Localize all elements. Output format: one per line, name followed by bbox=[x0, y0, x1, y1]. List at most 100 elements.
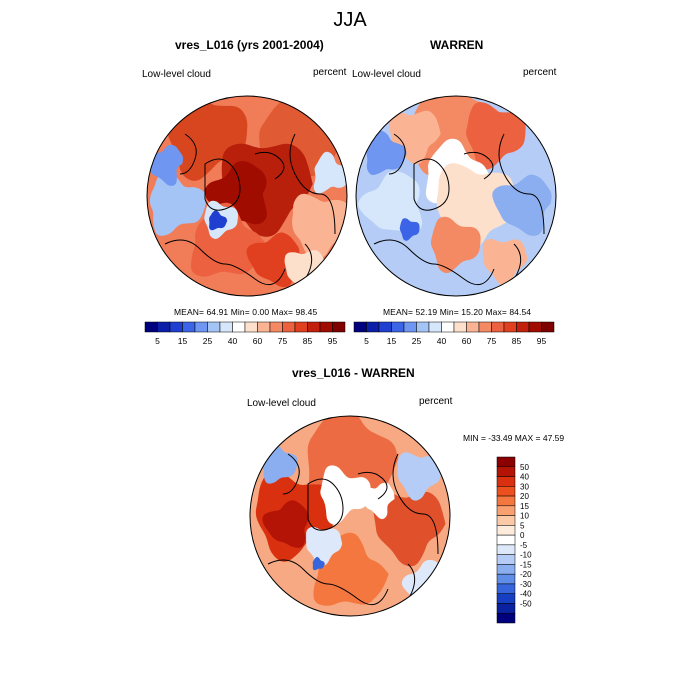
panel-3-colorbar-swatch bbox=[496, 593, 516, 604]
panel-1-colorbar-swatch bbox=[144, 321, 158, 333]
panel-2-colorbar-tick-label: 95 bbox=[537, 336, 547, 346]
panel-3-colorbar-tick-label: 50 bbox=[520, 463, 529, 472]
panel-1-map-contour-region bbox=[209, 210, 228, 231]
panel-2-colorbar-swatch bbox=[366, 321, 380, 333]
panel-3-stats: MIN = -33.49 MAX = 47.59 bbox=[463, 433, 565, 443]
panel-1-colorbar-swatch bbox=[157, 321, 171, 333]
panel-3-colorbar-swatch bbox=[496, 544, 516, 555]
panel-2-colorbar-swatch bbox=[403, 321, 417, 333]
panel-3-colorbar-tick-label: -30 bbox=[520, 580, 532, 589]
panel-3-map-coastline bbox=[307, 478, 344, 531]
panel-3-colorbar-tick-label: 10 bbox=[520, 512, 529, 521]
panel-3-colorbar-swatch bbox=[496, 534, 516, 546]
panel-3-map-contour-region bbox=[320, 465, 371, 525]
panel-3-colorbar-swatch bbox=[496, 603, 516, 614]
panel-3-map-coastline bbox=[392, 453, 439, 555]
panel-1-map-contour-region bbox=[284, 250, 327, 294]
panel-3-colorbar-tick-label: -10 bbox=[520, 551, 532, 560]
panel-2-map-contour-region bbox=[466, 102, 526, 170]
panel-3-colorbar-tick-label: 15 bbox=[520, 502, 529, 511]
panel-3-polar-map bbox=[249, 415, 451, 617]
panel-3-colorbar-tick-label: -5 bbox=[520, 541, 528, 550]
panel-3-colorbar-swatch bbox=[496, 456, 516, 468]
panel-1-colorbar-tick-label: 40 bbox=[228, 336, 238, 346]
panel-3-map-contour-region bbox=[397, 452, 442, 501]
panel-3-colorbar-swatch bbox=[496, 573, 516, 585]
panel-1-colorbar-swatch bbox=[307, 321, 321, 333]
panel-1-colorbar-swatch bbox=[282, 321, 296, 333]
panel-3-map-contour-region bbox=[312, 556, 325, 571]
panel-3-colorbar-swatch bbox=[496, 554, 516, 565]
panel-1-colorbar-tick-label: 15 bbox=[178, 336, 188, 346]
panel-2-colorbar-swatch bbox=[503, 321, 517, 333]
panel-1-colorbar-swatch bbox=[294, 321, 308, 333]
panel-3-colorbar-tick-label: -50 bbox=[520, 599, 532, 608]
panel-1-polar-map bbox=[146, 95, 348, 297]
panel-2-colorbar-swatch bbox=[541, 321, 555, 333]
panel-2-colorbar-swatch bbox=[466, 321, 480, 333]
panel-3-colorbar-tick-label: -15 bbox=[520, 560, 532, 569]
panel-3-colorbar-swatch bbox=[496, 495, 516, 507]
panel-2-colorbar-tick-label: 15 bbox=[387, 336, 397, 346]
panel-3-colorbar-swatch bbox=[496, 583, 516, 594]
panel-1-map-coastline bbox=[289, 133, 336, 235]
panel-2-map-contour-region bbox=[482, 239, 528, 286]
panel-1-map-coastline bbox=[254, 151, 285, 180]
panel-3-colorbar-swatch bbox=[496, 505, 516, 516]
panel-2-map-coastline bbox=[498, 133, 545, 235]
panel-3-units-label: percent bbox=[419, 396, 453, 407]
panel-3-title: vres_L016 - WARREN bbox=[292, 366, 415, 380]
figure-title: JJA bbox=[333, 9, 367, 31]
panel-2-colorbar: 5 15 25 40 60 75 85 95 bbox=[353, 321, 555, 346]
panel-2-colorbar-swatch bbox=[428, 321, 442, 333]
panel-2-map-coastline bbox=[388, 133, 406, 175]
panel-1-variable-label: Low-level cloud bbox=[142, 69, 211, 80]
panel-1-colorbar-swatch bbox=[182, 321, 196, 333]
panel-1-colorbar-tick-label: 25 bbox=[203, 336, 213, 346]
panel-3-colorbar-swatch bbox=[496, 564, 516, 575]
panel-2-map-coastline bbox=[373, 239, 495, 286]
panel-3-map-contour-region bbox=[373, 491, 446, 567]
panel-2-map-coastline bbox=[463, 151, 494, 180]
panel-3-variable-label: Low-level cloud bbox=[247, 398, 316, 409]
panel-3-colorbar-swatch bbox=[496, 525, 516, 536]
panel-1-colorbar-swatch bbox=[219, 321, 233, 333]
panel-2-colorbar-swatch bbox=[516, 321, 530, 333]
panel-1-units-label: percent bbox=[313, 67, 347, 78]
panel-2-colorbar-tick-label: 60 bbox=[462, 336, 472, 346]
panel-1-map-contour-region bbox=[149, 171, 206, 236]
panel-3-map-coastline bbox=[267, 559, 389, 606]
panel-1-stats: MEAN= 64.91 Min= 0.00 Max= 98.45 bbox=[174, 307, 318, 317]
panel-1-colorbar-tick-label: 75 bbox=[278, 336, 288, 346]
panel-2-colorbar-swatch bbox=[378, 321, 392, 333]
panel-1-colorbar-swatch bbox=[207, 321, 221, 333]
panel-2-variable-label: Low-level cloud bbox=[352, 69, 421, 80]
panel-1-colorbar-tick-label: 60 bbox=[253, 336, 263, 346]
panel-1-colorbar-tick-label: 5 bbox=[155, 336, 160, 346]
panel-3-colorbar-tick-label: 20 bbox=[520, 492, 529, 501]
panel-3-map-contour-region bbox=[262, 500, 309, 548]
panel-1-map-contour-region bbox=[292, 193, 347, 261]
panel-2-title: WARREN bbox=[430, 38, 484, 52]
panel-1-map-coastline bbox=[179, 133, 197, 175]
panel-3-map-coastline bbox=[282, 453, 300, 495]
panel-2-colorbar-tick-label: 25 bbox=[412, 336, 422, 346]
panel-3-colorbar-swatch bbox=[496, 476, 516, 487]
panel-3-colorbar-swatch bbox=[496, 486, 516, 497]
panel-1-title: vres_L016 (yrs 2001-2004) bbox=[175, 38, 324, 52]
panel-1-colorbar-swatch bbox=[319, 321, 333, 333]
panel-3-colorbar-tick-label: 40 bbox=[520, 473, 529, 482]
panel-3-map-border bbox=[249, 415, 451, 617]
panel-3-colorbar-tick-label: 30 bbox=[520, 482, 529, 491]
panel-3-colorbar-tick-label: -20 bbox=[520, 570, 532, 579]
panel-2-colorbar-tick-label: 40 bbox=[437, 336, 447, 346]
panel-1-colorbar-swatch bbox=[244, 321, 258, 333]
panel-2-colorbar-swatch bbox=[491, 321, 505, 333]
panel-1-map-contour-region bbox=[313, 151, 347, 194]
panel-3-colorbar-swatch bbox=[496, 612, 516, 624]
panel-2-colorbar-swatch bbox=[478, 321, 492, 333]
panel-3-colorbar-swatch bbox=[496, 466, 516, 477]
panel-2-colorbar-swatch bbox=[391, 321, 405, 333]
panel-2-map-contour-region bbox=[492, 174, 552, 236]
